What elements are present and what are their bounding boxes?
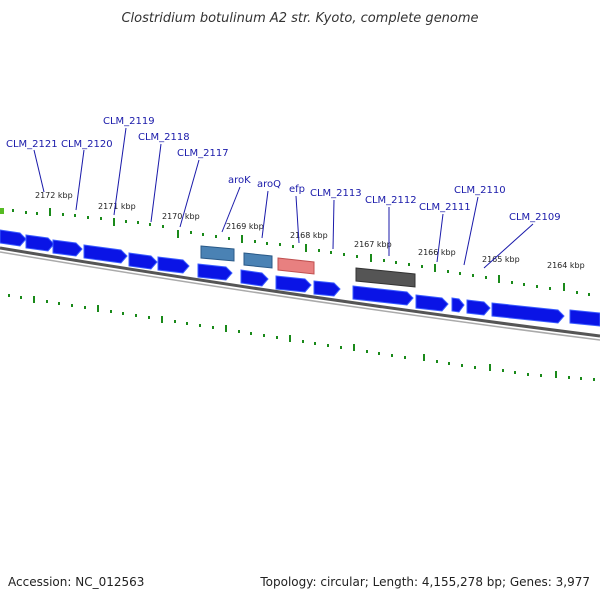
gene-box-arok[interactable] bbox=[200, 245, 235, 262]
gene-arrow[interactable] bbox=[25, 234, 55, 252]
scale-label: 2172 kbp bbox=[35, 191, 73, 200]
gene-arrow[interactable] bbox=[275, 275, 312, 293]
scale-labels: 2172 kbp 2171 kbp 2170 kbp 2169 kbp 2168… bbox=[35, 191, 585, 270]
gene-labels: CLM_2121 CLM_2120 CLM_2119 CLM_2118 CLM_… bbox=[6, 116, 561, 223]
gene-label-clm2111[interactable]: CLM_2111 bbox=[419, 202, 471, 213]
gene-box-aroq[interactable] bbox=[243, 252, 273, 269]
gene-arrow[interactable] bbox=[128, 252, 158, 270]
map-title: Clostridium botulinum A2 str. Kyoto, com… bbox=[121, 11, 478, 26]
pseudogene-box[interactable] bbox=[355, 267, 416, 288]
gene-label-efp[interactable]: efp bbox=[289, 184, 305, 195]
gene-arrow[interactable] bbox=[197, 263, 233, 281]
gene-arrow[interactable] bbox=[157, 256, 190, 274]
gene-label-aroq[interactable]: aroQ bbox=[257, 179, 281, 190]
gene-label-clm2113[interactable]: CLM_2113 bbox=[310, 188, 362, 199]
gene-arrow[interactable] bbox=[415, 294, 449, 312]
inner-scale-track bbox=[8, 294, 595, 381]
accession-text: Accession: NC_012563 bbox=[8, 575, 144, 589]
forward-cds-row-1 bbox=[0, 229, 190, 274]
gene-label-clm2121[interactable]: CLM_2121 bbox=[6, 139, 58, 150]
gene-box-efp[interactable] bbox=[277, 257, 315, 275]
forward-cds-row-2 bbox=[197, 263, 600, 327]
scale-label: 2171 kbp bbox=[98, 202, 136, 211]
gene-arrow[interactable] bbox=[466, 299, 491, 316]
gene-arrow[interactable] bbox=[0, 229, 27, 247]
gene-arrow[interactable] bbox=[83, 244, 128, 264]
scale-label: 2165 kbp bbox=[482, 255, 520, 264]
genome-backbone bbox=[0, 246, 600, 341]
gene-arrow[interactable] bbox=[52, 239, 83, 257]
scale-label: 2168 kbp bbox=[290, 231, 328, 240]
gene-label-clm2110[interactable]: CLM_2110 bbox=[454, 185, 506, 196]
gene-label-clm2119[interactable]: CLM_2119 bbox=[103, 116, 155, 127]
gene-label-arok[interactable]: aroK bbox=[228, 175, 251, 186]
gene-arrow[interactable] bbox=[240, 269, 269, 287]
outer-scale-track bbox=[0, 208, 590, 296]
gene-label-clm2120[interactable]: CLM_2120 bbox=[61, 139, 113, 150]
scale-label: 2167 kbp bbox=[354, 240, 392, 249]
gene-arrow[interactable] bbox=[352, 285, 414, 306]
gene-arrow[interactable] bbox=[491, 302, 565, 324]
scale-label: 2164 kbp bbox=[547, 261, 585, 270]
gene-label-clm2118[interactable]: CLM_2118 bbox=[138, 132, 190, 143]
genome-summary-text: Topology: circular; Length: 4,155,278 bp… bbox=[259, 575, 590, 589]
gene-arrow[interactable] bbox=[313, 280, 341, 297]
scale-label: 2169 kbp bbox=[226, 222, 264, 231]
gene-arrow[interactable] bbox=[451, 297, 465, 313]
scale-label: 2170 kbp bbox=[162, 212, 200, 221]
gene-arrow[interactable] bbox=[569, 309, 600, 327]
gene-label-clm2112[interactable]: CLM_2112 bbox=[365, 195, 417, 206]
gene-label-clm2117[interactable]: CLM_2117 bbox=[177, 148, 229, 159]
feature-boxes bbox=[200, 245, 416, 288]
scale-label: 2166 kbp bbox=[418, 248, 456, 257]
label-leaders bbox=[33, 127, 534, 269]
gene-label-clm2109[interactable]: CLM_2109 bbox=[509, 212, 561, 223]
